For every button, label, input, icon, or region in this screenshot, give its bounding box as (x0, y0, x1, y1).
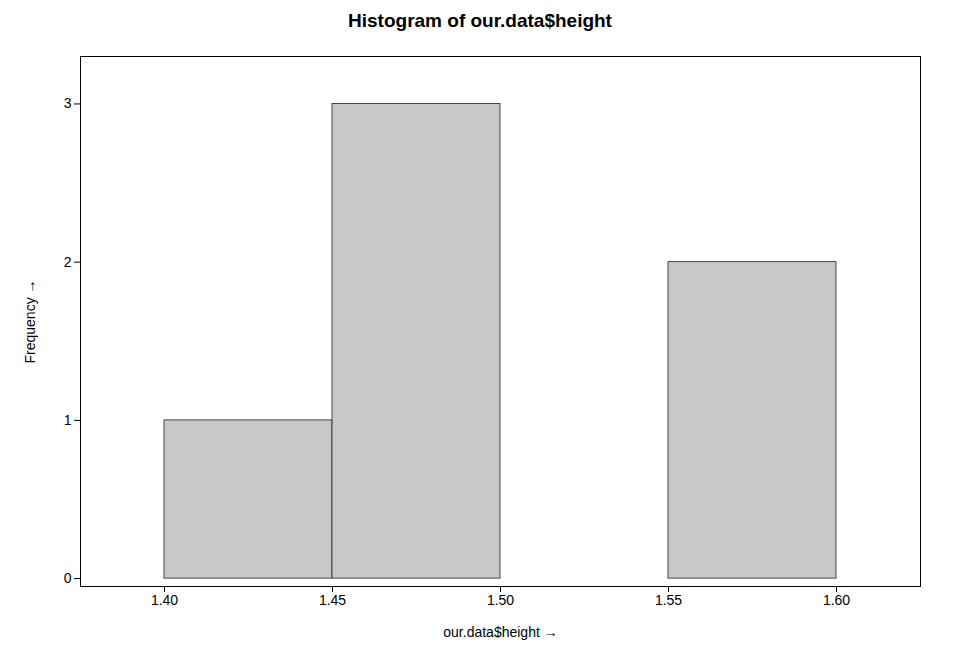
svg-text:1: 1 (64, 412, 72, 428)
html-text:Histogram of our.data$height: Histogram of our.data$height (348, 10, 612, 31)
svg-text:1.50: 1.50 (487, 592, 514, 608)
svg-text:1.45: 1.45 (319, 592, 346, 608)
svg-text:1.60: 1.60 (823, 592, 850, 608)
svg-text:3: 3 (64, 95, 72, 111)
svg-text:1.55: 1.55 (655, 592, 682, 608)
svg-text:1.40: 1.40 (151, 592, 178, 608)
svg-text:0: 0 (64, 570, 72, 586)
svg-text:Frequency →: Frequency → (22, 279, 38, 363)
svg-text:our.data$height →: our.data$height → (443, 624, 557, 640)
svg-text:2: 2 (64, 254, 72, 270)
